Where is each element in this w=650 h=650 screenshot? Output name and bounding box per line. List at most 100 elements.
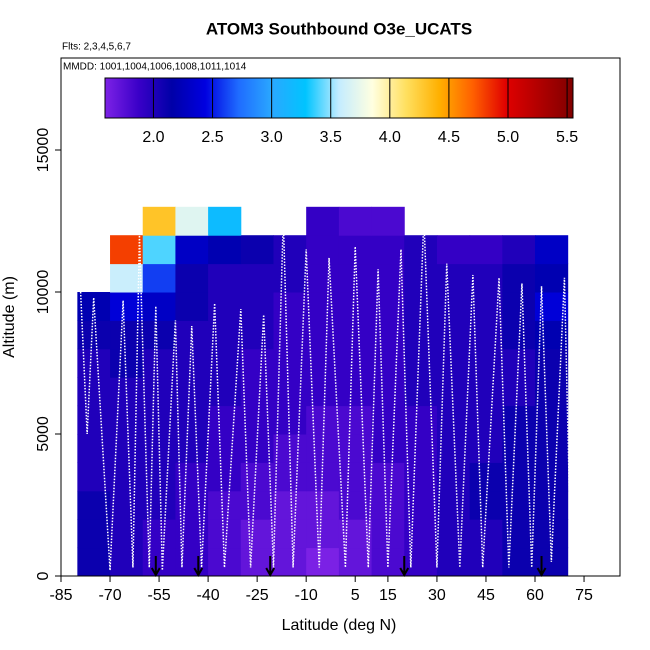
- heatmap-cell: [404, 377, 438, 407]
- heatmap-cell: [338, 405, 373, 435]
- heatmap-cell: [77, 292, 111, 321]
- heatmap-cell: [240, 519, 274, 549]
- heatmap-cell: [142, 547, 176, 577]
- heatmap-cell: [77, 377, 111, 407]
- heatmap-cell: [175, 206, 209, 236]
- arrow: [193, 556, 204, 578]
- heatmap-cell: [306, 405, 340, 435]
- heatmap-cell: [371, 206, 405, 236]
- heatmap-cell: [175, 434, 209, 463]
- heatmap-cell: [338, 377, 373, 407]
- heatmap-cell: [77, 490, 111, 520]
- heatmap-cell: [208, 377, 242, 407]
- heatmap-cell: [535, 405, 569, 435]
- heatmap-cell: [535, 348, 569, 378]
- heatmap-cell: [77, 348, 111, 378]
- colorbar-tick-label: 2.5: [201, 129, 223, 146]
- heatmap-cell: [77, 519, 111, 549]
- x-tick-label: -10: [295, 587, 318, 604]
- heatmap-cell: [404, 320, 438, 350]
- heatmap-cell: [535, 434, 569, 463]
- heatmap-cell: [240, 348, 274, 378]
- heatmap-cell: [110, 348, 144, 378]
- annotation: MMDD: 1001,1004,1006,1008,1011,1014: [63, 62, 247, 73]
- heatmap-cell: [338, 434, 373, 463]
- heatmap-cell: [142, 348, 176, 378]
- heatmap-cell: [436, 263, 471, 293]
- heatmap-cell: [338, 348, 373, 378]
- arrow: [536, 556, 547, 578]
- colorbar-tick-label: 4.0: [379, 129, 401, 146]
- heatmap-cell: [142, 235, 176, 265]
- arrow: [399, 556, 410, 578]
- heatmap-cell: [273, 292, 307, 321]
- heatmap-cell: [469, 462, 503, 492]
- colorbar-tick-label: 5.0: [497, 129, 519, 146]
- heatmap-cell: [371, 320, 405, 350]
- heatmap-cell: [273, 263, 307, 293]
- heatmap-cell: [110, 490, 144, 520]
- colorbar-tick-label: 5.5: [556, 129, 578, 146]
- heatmap-cell: [208, 348, 242, 378]
- heatmap-cell: [338, 547, 373, 577]
- heatmap-cell: [110, 405, 144, 435]
- heatmap-cell: [208, 462, 242, 492]
- heatmap-cell: [371, 434, 405, 463]
- heatmap-cell: [306, 519, 340, 549]
- y-tick-label: 10000: [35, 270, 52, 315]
- heatmap-cell: [208, 405, 242, 435]
- heatmap-cell: [273, 377, 307, 407]
- heatmap-cell: [175, 348, 209, 378]
- heatmap-cell: [436, 348, 471, 378]
- heatmap-cell: [469, 348, 503, 378]
- heatmap-cell: [535, 235, 569, 265]
- y-axis-label: Altitude (m): [1, 276, 18, 358]
- y-tick-label: 15000: [35, 128, 52, 173]
- heatmap-cell: [371, 348, 405, 378]
- heatmap-cell: [77, 547, 111, 577]
- heatmap-cell: [338, 206, 373, 236]
- heatmap-cell: [240, 263, 274, 293]
- colorbar-tick-label: 2.0: [142, 129, 164, 146]
- heatmap-cell: [306, 292, 340, 321]
- heatmap-cell: [469, 263, 503, 293]
- heatmap-cell: [502, 292, 536, 321]
- heatmap-cell: [208, 292, 242, 321]
- chart-title: ATOM3 Southbound O3e_UCATS: [206, 19, 472, 38]
- heatmap-cell: [306, 547, 340, 577]
- heatmap-cell: [77, 434, 111, 463]
- heatmap-cell: [502, 547, 536, 577]
- heatmap-cell: [175, 263, 209, 293]
- heatmap-cell: [436, 235, 471, 265]
- heatmap-cell: [175, 405, 209, 435]
- heatmap-cell: [371, 405, 405, 435]
- x-axis-label: Latitude (deg N): [282, 617, 397, 634]
- heatmap-cell: [142, 377, 176, 407]
- heatmap-cell: [142, 320, 176, 350]
- heatmap-cell: [240, 235, 274, 265]
- heatmap-cell: [502, 320, 536, 350]
- x-tick-label: -25: [246, 587, 269, 604]
- x-tick-label: -85: [49, 587, 72, 604]
- heatmap-cell: [175, 235, 209, 265]
- heatmap-cell: [436, 292, 471, 321]
- heatmap-cell: [436, 490, 471, 520]
- arrow: [150, 556, 161, 578]
- heatmap-cell: [535, 490, 569, 520]
- heatmap-cell: [371, 519, 405, 549]
- heatmap-cell: [306, 235, 340, 265]
- heatmap-cell: [502, 377, 536, 407]
- heatmap-cell: [338, 490, 373, 520]
- heatmap-cell: [77, 462, 111, 492]
- heatmap-cell: [436, 320, 471, 350]
- heatmap-cell: [273, 547, 307, 577]
- x-tick-label: -55: [148, 587, 171, 604]
- heatmap-cell: [142, 206, 176, 236]
- plot-frame: [60, 57, 621, 577]
- subtitle: Flts: 2,3,4,5,6,7: [62, 42, 131, 53]
- x-tick-label: 75: [575, 587, 593, 604]
- colorbar-tick-label: 3.5: [320, 129, 342, 146]
- x-tick-label: 5: [351, 587, 360, 604]
- heatmap-cell: [240, 320, 274, 350]
- heatmap-cell: [502, 462, 536, 492]
